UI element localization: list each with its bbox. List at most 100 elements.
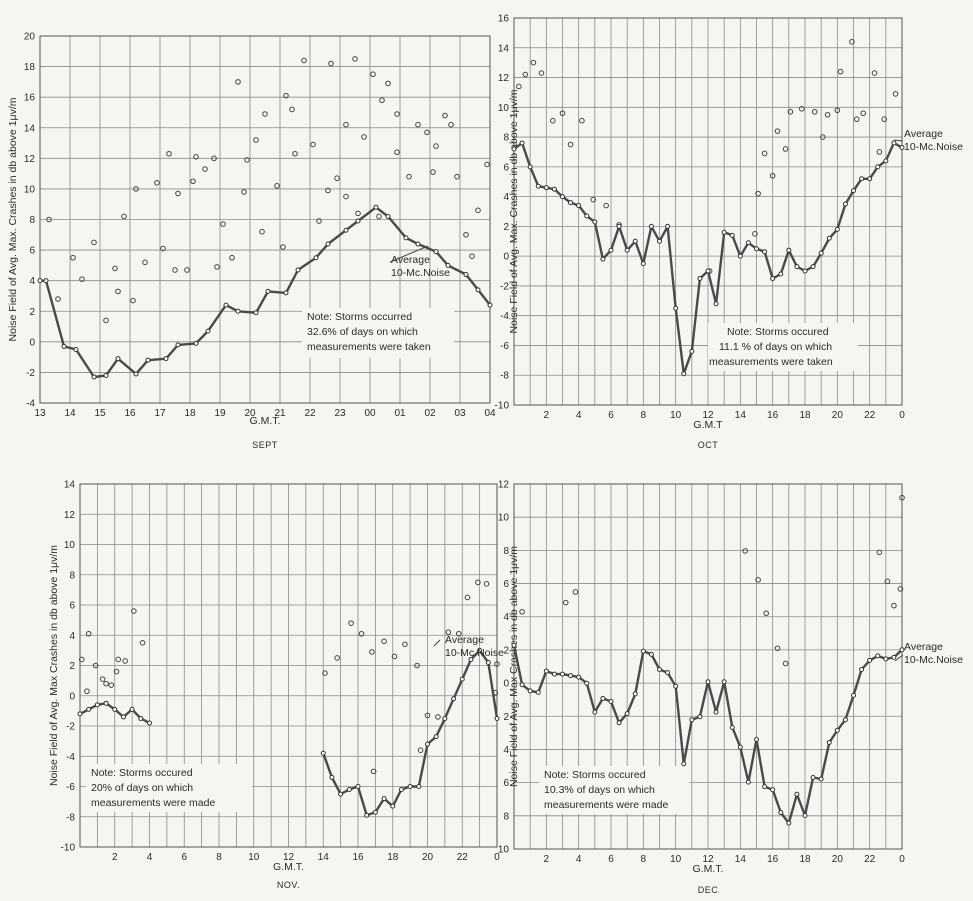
average-point <box>640 261 646 267</box>
y-tick-label: -6 <box>500 341 509 352</box>
observation-point <box>402 641 408 648</box>
observation-point <box>241 189 247 195</box>
average-point <box>867 657 873 663</box>
x-tick-label: 0 <box>899 854 905 865</box>
y-tick-label: 10 <box>498 103 510 114</box>
y-axis-label: Noise Field of Avg. Max Crashes in db ab… <box>508 546 520 787</box>
observation-point <box>334 655 340 661</box>
x-tick-label: 18 <box>184 408 196 419</box>
x-tick-label: 2 <box>544 410 550 421</box>
observation-point <box>46 216 52 223</box>
y-tick-label: 0 <box>69 691 75 702</box>
observation-point <box>567 141 574 148</box>
average-point <box>584 680 590 686</box>
observation-point <box>484 161 490 168</box>
observation-point <box>824 111 831 118</box>
average-point <box>445 262 451 268</box>
observation-point <box>316 218 322 224</box>
average-point <box>129 706 135 712</box>
observation-point <box>343 121 349 128</box>
average-point <box>511 146 517 152</box>
x-tick-label: 13 <box>34 408 46 419</box>
average-leader-line <box>433 639 441 647</box>
observation-point <box>406 173 412 180</box>
observation-point <box>769 172 776 179</box>
chart-title: NOV. <box>277 880 300 890</box>
y-tick-label: 10 <box>498 513 510 524</box>
average-point <box>875 653 881 659</box>
note-box <box>302 308 454 358</box>
average-point <box>103 700 109 706</box>
observation-point <box>475 207 481 214</box>
average-point <box>834 226 840 232</box>
average-label: Average <box>904 128 943 140</box>
observation-point <box>483 581 490 587</box>
y-tick-label: 0 <box>503 252 509 263</box>
y-tick-label: -4 <box>66 752 75 763</box>
y-tick-label: 4 <box>503 612 509 623</box>
average-point <box>223 302 229 308</box>
observation-point <box>579 117 585 124</box>
average-point <box>138 715 144 721</box>
average-point <box>115 356 121 362</box>
observation-point <box>469 253 475 260</box>
observation-point <box>892 91 899 97</box>
average-point <box>535 183 541 189</box>
average-point <box>576 203 582 209</box>
average-point <box>364 812 370 818</box>
x-tick-label: 16 <box>124 408 136 419</box>
observation-point <box>262 111 268 117</box>
y-tick-label: 8 <box>503 546 509 557</box>
chart-title: DEC <box>698 885 719 895</box>
x-axis-label: G.M.T. <box>693 863 724 875</box>
observation-point <box>352 56 358 62</box>
observation-point <box>355 210 361 217</box>
y-tick-label: 10 <box>498 845 510 856</box>
observation-point <box>103 317 109 324</box>
average-point <box>494 715 500 721</box>
observation-point <box>310 141 316 148</box>
average-point <box>665 223 671 229</box>
observation-point <box>417 747 424 754</box>
average-leader-line <box>389 245 429 263</box>
observation-point <box>603 202 609 209</box>
observation-point <box>274 183 280 189</box>
average-point <box>592 219 598 225</box>
y-tick-label: 2 <box>503 645 509 656</box>
average-point <box>112 706 118 712</box>
observation-point <box>394 149 400 156</box>
average-point <box>120 714 126 720</box>
observation-point <box>253 137 259 143</box>
x-tick-label: 0 <box>899 410 905 421</box>
average-point <box>576 674 582 680</box>
average-point <box>543 668 549 674</box>
average-point <box>355 218 361 224</box>
average-point <box>468 656 474 662</box>
average-point <box>616 223 622 229</box>
observation-point <box>91 239 97 246</box>
y-axis-label: Noise Field of Avg. Max Crashes in db ab… <box>48 545 60 786</box>
observation-point <box>214 264 220 270</box>
x-tick-label: 14 <box>318 852 330 863</box>
average-point <box>568 673 574 679</box>
average-point <box>193 340 199 346</box>
average-point <box>86 706 92 712</box>
note-text: 32.6% of days on which <box>307 326 418 338</box>
observation-point <box>435 714 441 720</box>
note-text: measurements were taken <box>709 356 833 368</box>
x-tick-label: 12 <box>702 410 714 421</box>
average-point <box>762 784 768 790</box>
y-tick-label: 14 <box>24 123 36 134</box>
average-point <box>810 264 816 270</box>
x-tick-label: 6 <box>608 854 614 865</box>
average-point <box>826 740 832 746</box>
average-point <box>477 647 483 653</box>
average-point <box>295 267 301 273</box>
observation-point <box>79 276 85 282</box>
average-point <box>475 287 481 293</box>
observation-point <box>385 80 391 87</box>
average-point <box>648 223 654 229</box>
x-tick-label: 12 <box>702 854 714 865</box>
note-text: measurements were made <box>91 797 215 809</box>
observation-point <box>166 150 172 157</box>
